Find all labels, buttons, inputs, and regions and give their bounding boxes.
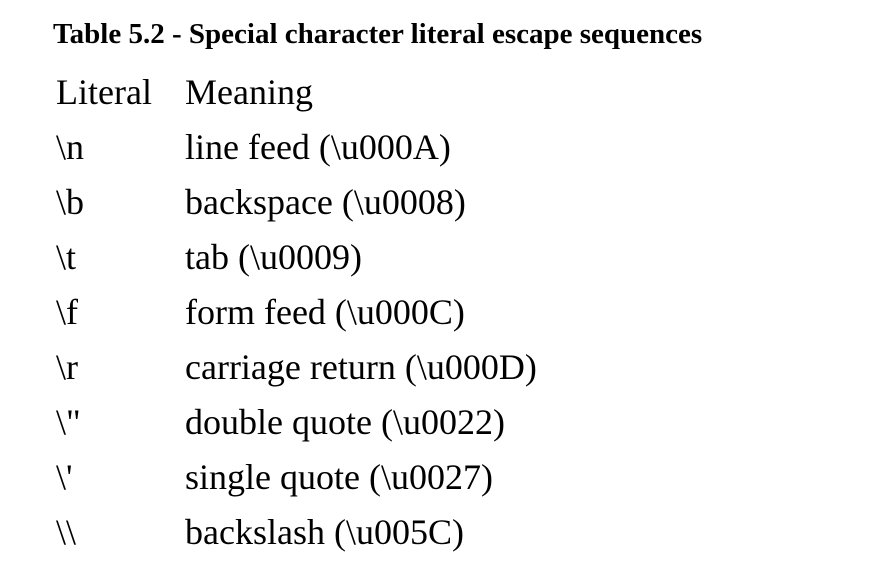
meaning-cell: tab (\u0009) (185, 236, 362, 277)
meaning-cell: single quote (\u0027) (185, 456, 493, 497)
table-row: \b backspace (\u0008) (52, 174, 537, 229)
table-row: \t tab (\u0009) (52, 229, 537, 284)
literal-cell: \" (56, 401, 81, 442)
meaning-cell: backspace (\u0008) (185, 181, 466, 222)
column-header-meaning: Meaning (185, 71, 313, 112)
table-header-row: Literal Meaning (52, 64, 537, 119)
literal-cell: \f (56, 291, 78, 332)
table-row: \n line feed (\u000A) (52, 119, 537, 174)
column-header-literal: Literal (56, 71, 152, 112)
literal-cell: \n (56, 126, 85, 167)
escape-sequence-table: Literal Meaning \n line feed (\u000A) \b… (52, 64, 537, 559)
table-row: \' single quote (\u0027) (52, 449, 537, 504)
table-row: \\ backslash (\u005C) (52, 504, 537, 559)
meaning-cell: form feed (\u000C) (185, 291, 465, 332)
table-row: \r carriage return (\u000D) (52, 339, 537, 394)
literal-cell: \r (56, 346, 78, 387)
table-caption: Table 5.2 - Special character literal es… (53, 18, 703, 50)
meaning-cell: backslash (\u005C) (185, 511, 464, 552)
table-row: \f form feed (\u000C) (52, 284, 537, 339)
literal-cell: \b (56, 181, 85, 222)
meaning-cell: double quote (\u0022) (185, 401, 505, 442)
meaning-cell: carriage return (\u000D) (185, 346, 537, 387)
meaning-cell: line feed (\u000A) (185, 126, 451, 167)
literal-cell: \\ (56, 511, 77, 552)
literal-cell: \' (56, 456, 73, 497)
literal-cell: \t (56, 236, 77, 277)
table-row: \" double quote (\u0022) (52, 394, 537, 449)
